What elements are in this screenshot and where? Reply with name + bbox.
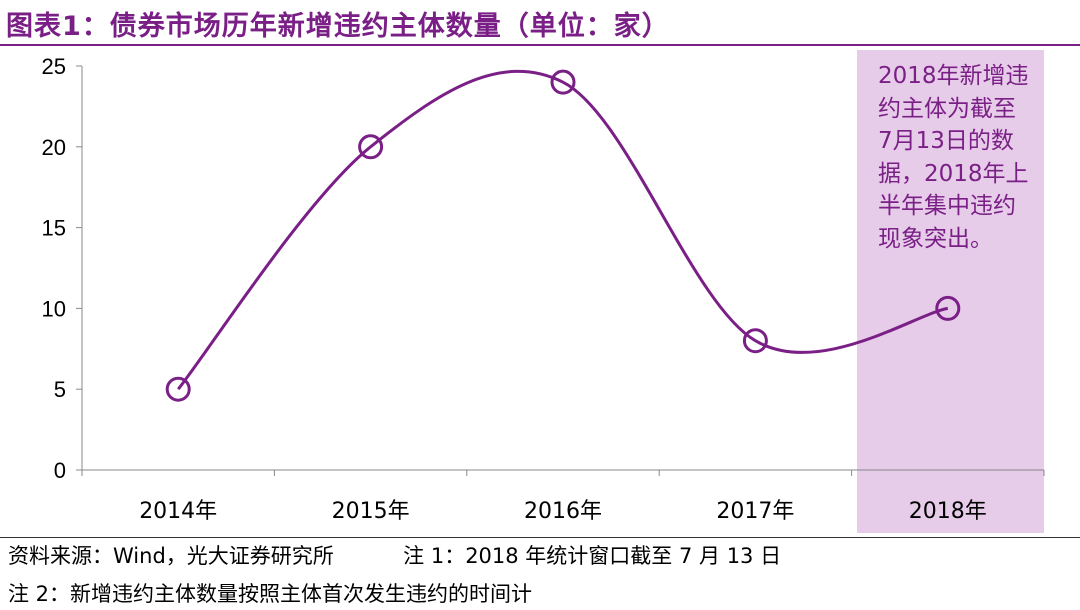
- note-1: 注 1：2018 年统计窗口截至 7 月 13 日: [403, 544, 782, 568]
- note-2: 注 2：新增违约主体数量按照主体首次发生违约的时间计: [8, 582, 533, 606]
- data-point-2018年: [935, 295, 961, 321]
- y-axis: 0 5 10 15 20 25: [42, 54, 83, 483]
- data-markers: [165, 69, 961, 402]
- data-point-2014年: [165, 376, 191, 402]
- y-tick-label: 20: [42, 135, 66, 160]
- x-tick-label: 2014年: [139, 499, 217, 524]
- highlight-annotation: 2018年新增违约主体为截至7月13日的数据，2018年上半年集中违约现象突出。: [878, 63, 1029, 252]
- x-tick-label: 2016年: [524, 499, 602, 524]
- y-tick-label: 25: [42, 54, 66, 79]
- y-tick-label: 10: [42, 296, 66, 321]
- y-tick-label: 0: [54, 458, 66, 483]
- highlight-band-2018: [857, 50, 1044, 533]
- x-tick-label: 2017年: [716, 499, 794, 524]
- source-text: 资料来源：Wind，光大证券研究所: [8, 544, 334, 568]
- y-tick-label: 15: [42, 216, 66, 241]
- x-axis: 2014年 2015年 2016年 2017年 2018年: [81, 469, 1045, 524]
- data-point-2017年: [742, 328, 768, 354]
- chart-title: 图表1：债券市场历年新增违约主体数量（单位：家）: [6, 11, 670, 42]
- x-tick-label: 2018年: [909, 499, 987, 524]
- series-line: [177, 69, 949, 391]
- y-tick-label: 5: [54, 377, 66, 402]
- x-tick-label: 2015年: [332, 499, 410, 524]
- footer-divider: [0, 537, 1080, 538]
- title-divider: [0, 44, 1080, 46]
- data-point-2016年: [550, 69, 576, 95]
- source-line: 资料来源：Wind，光大证券研究所 注 1：2018 年统计窗口截至 7 月 1…: [8, 540, 781, 570]
- data-point-2015年: [358, 134, 384, 160]
- line-chart: 0 5 10 15 20 25 2014年 2015年 2016年 2017年 2018年: [42, 50, 1045, 533]
